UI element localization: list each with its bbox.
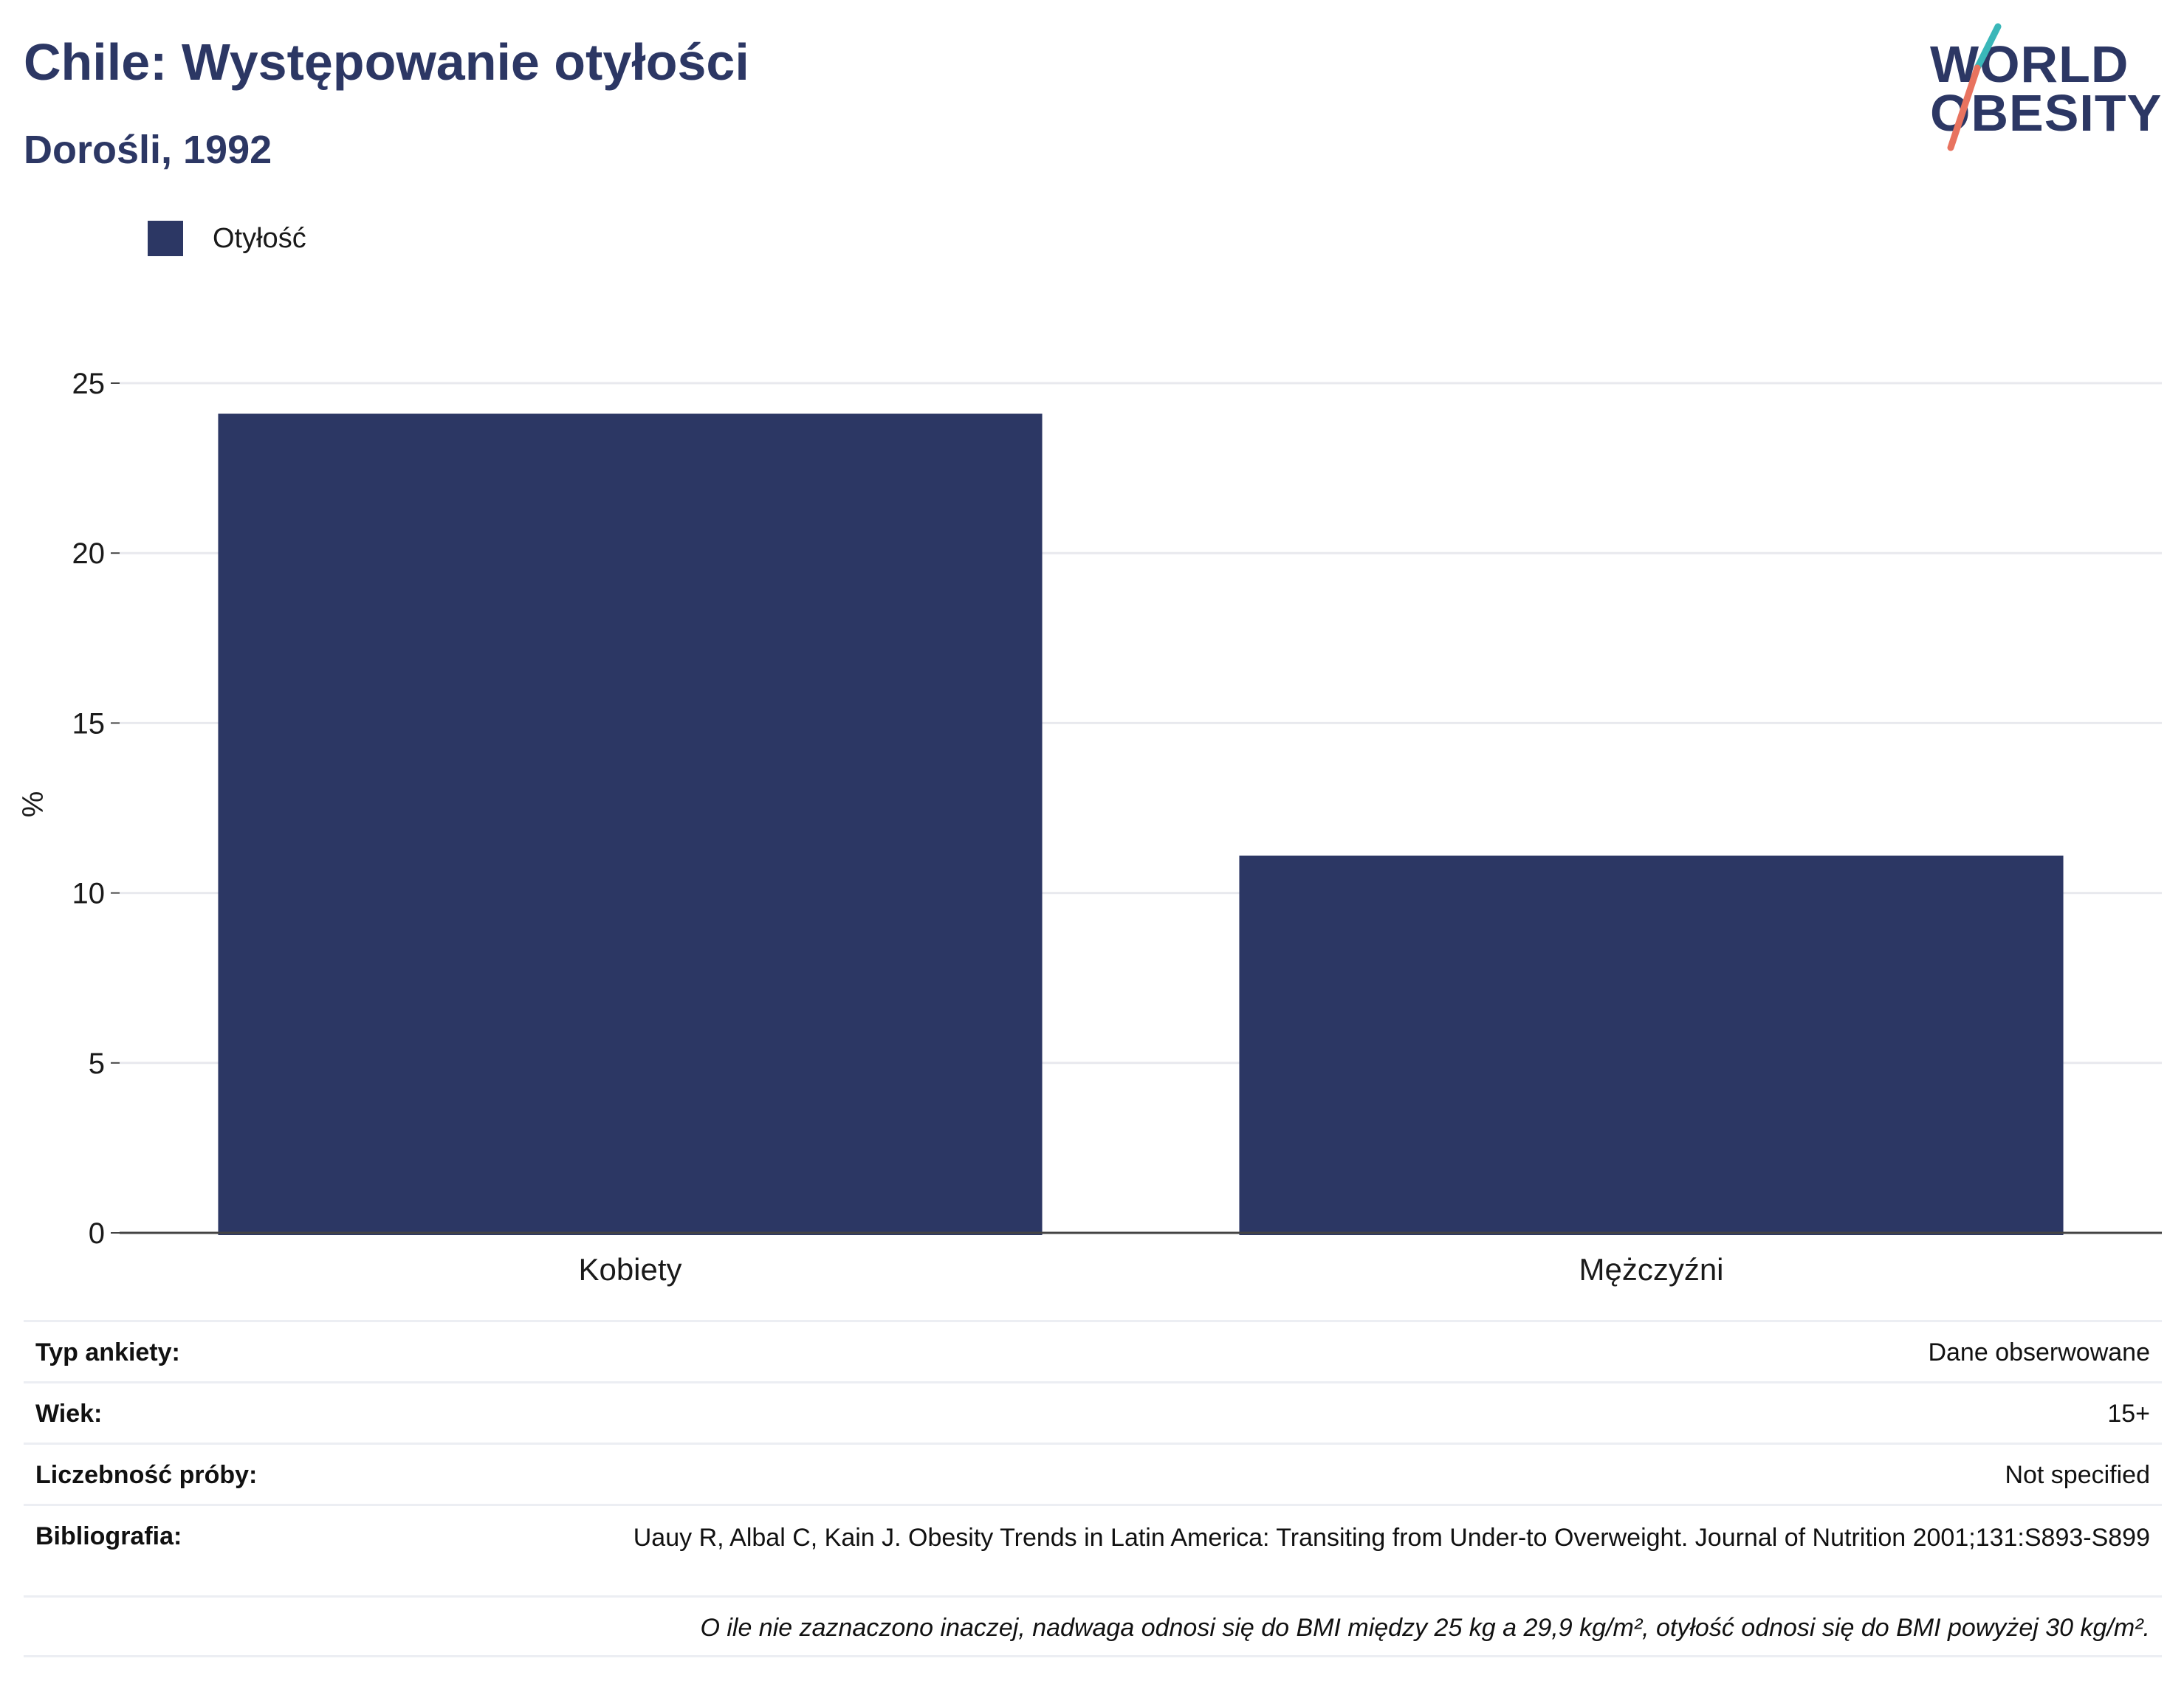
x-tick-label: Kobiety — [578, 1252, 681, 1287]
metadata-table: Typ ankiety: Dane obserwowane Wiek: 15+ … — [24, 1320, 2162, 1657]
chart-title: Chile: Występowanie otyłości — [24, 33, 749, 91]
logo-slash-icon — [1947, 23, 2002, 151]
bar-1[interactable] — [1239, 855, 2064, 1235]
meta-row-survey-type: Typ ankiety: Dane obserwowane — [24, 1320, 2162, 1381]
bar-chart: 0 5 10 15 20 25 Kobiety Mężczyźni % — [17, 368, 2162, 1287]
meta-row-bibliography: Bibliografia: Uauy R, Albal C, Kain J. O… — [24, 1504, 2162, 1595]
y-tick-label: 5 — [89, 1048, 105, 1080]
y-tick-label: 0 — [89, 1217, 105, 1250]
bars — [218, 413, 2064, 1235]
y-tick-label: 20 — [72, 537, 106, 570]
bar-0[interactable] — [218, 413, 1043, 1235]
bibliography-value: Uauy R, Albal C, Kain J. Obesity Trends … — [633, 1524, 2150, 1552]
bmi-note: O ile nie zaznaczono inaczej, nadwaga od… — [700, 1614, 2150, 1642]
legend: Otyłość — [148, 220, 306, 257]
logo-text-world: WORLD — [1930, 35, 2129, 93]
y-tick-labels: 0 5 10 15 20 25 — [72, 368, 120, 1250]
age-label: Wiek: — [35, 1400, 103, 1428]
world-obesity-logo: WORLD OBESITY — [1920, 22, 2171, 155]
legend-swatch-otylosc — [148, 221, 183, 256]
age-value: 15+ — [2107, 1400, 2150, 1428]
y-tick-label: 15 — [72, 707, 106, 740]
survey-type-value: Dane obserwowane — [1928, 1338, 2150, 1366]
meta-row-age: Wiek: 15+ — [24, 1381, 2162, 1443]
y-tick-label: 25 — [72, 368, 106, 400]
survey-type-label: Typ ankiety: — [35, 1338, 180, 1366]
legend-label-otylosc: Otyłość — [213, 222, 306, 254]
x-tick-labels: Kobiety Mężczyźni — [578, 1252, 1723, 1287]
sample-size-value: Not specified — [2005, 1461, 2150, 1489]
sample-size-label: Liczebność próby: — [35, 1461, 258, 1489]
meta-row-note: O ile nie zaznaczono inaczej, nadwaga od… — [24, 1595, 2162, 1657]
meta-row-sample-size: Liczebność próby: Not specified — [24, 1443, 2162, 1504]
y-axis-label: % — [17, 791, 49, 818]
y-tick-label: 10 — [72, 878, 106, 910]
x-tick-label: Mężczyźni — [1579, 1252, 1723, 1287]
bibliography-label: Bibliografia: — [35, 1522, 182, 1550]
chart-subtitle: Dorośli, 1992 — [24, 128, 272, 172]
